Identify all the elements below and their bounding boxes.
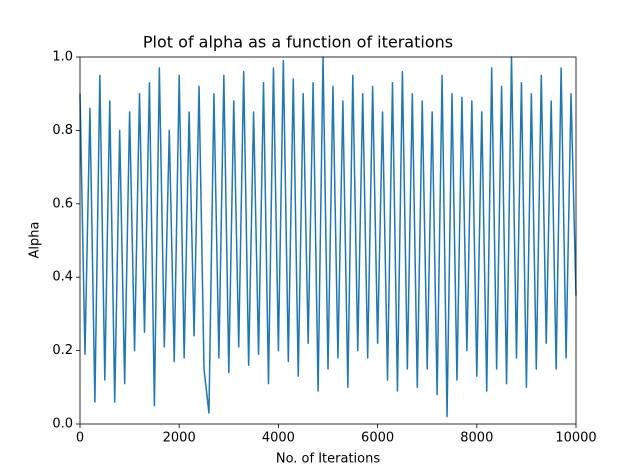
x-tick-label: 8000 [460,431,493,446]
y-tick-label: 0.6 [52,196,73,211]
plot-frame [79,56,577,425]
x-tick-label: 2000 [163,431,196,446]
y-axis-label: Alpha [28,222,43,259]
y-tick-label: 0.2 [52,343,73,358]
chart-title: Plot of alpha as a function of iteration… [143,33,453,52]
x-axis-label: No. of Iterations [276,452,381,467]
x-tick-label: 4000 [262,431,295,446]
x-tick-label: 10000 [555,431,596,446]
y-tick-label: 0.0 [52,417,73,432]
data-line [79,56,577,418]
y-tick-label: 1.0 [52,50,73,65]
x-tick-label: 6000 [361,431,394,446]
x-tick-label: 0 [76,431,84,446]
y-tick-label: 0.8 [52,123,73,138]
y-tick-label: 0.4 [52,270,73,285]
